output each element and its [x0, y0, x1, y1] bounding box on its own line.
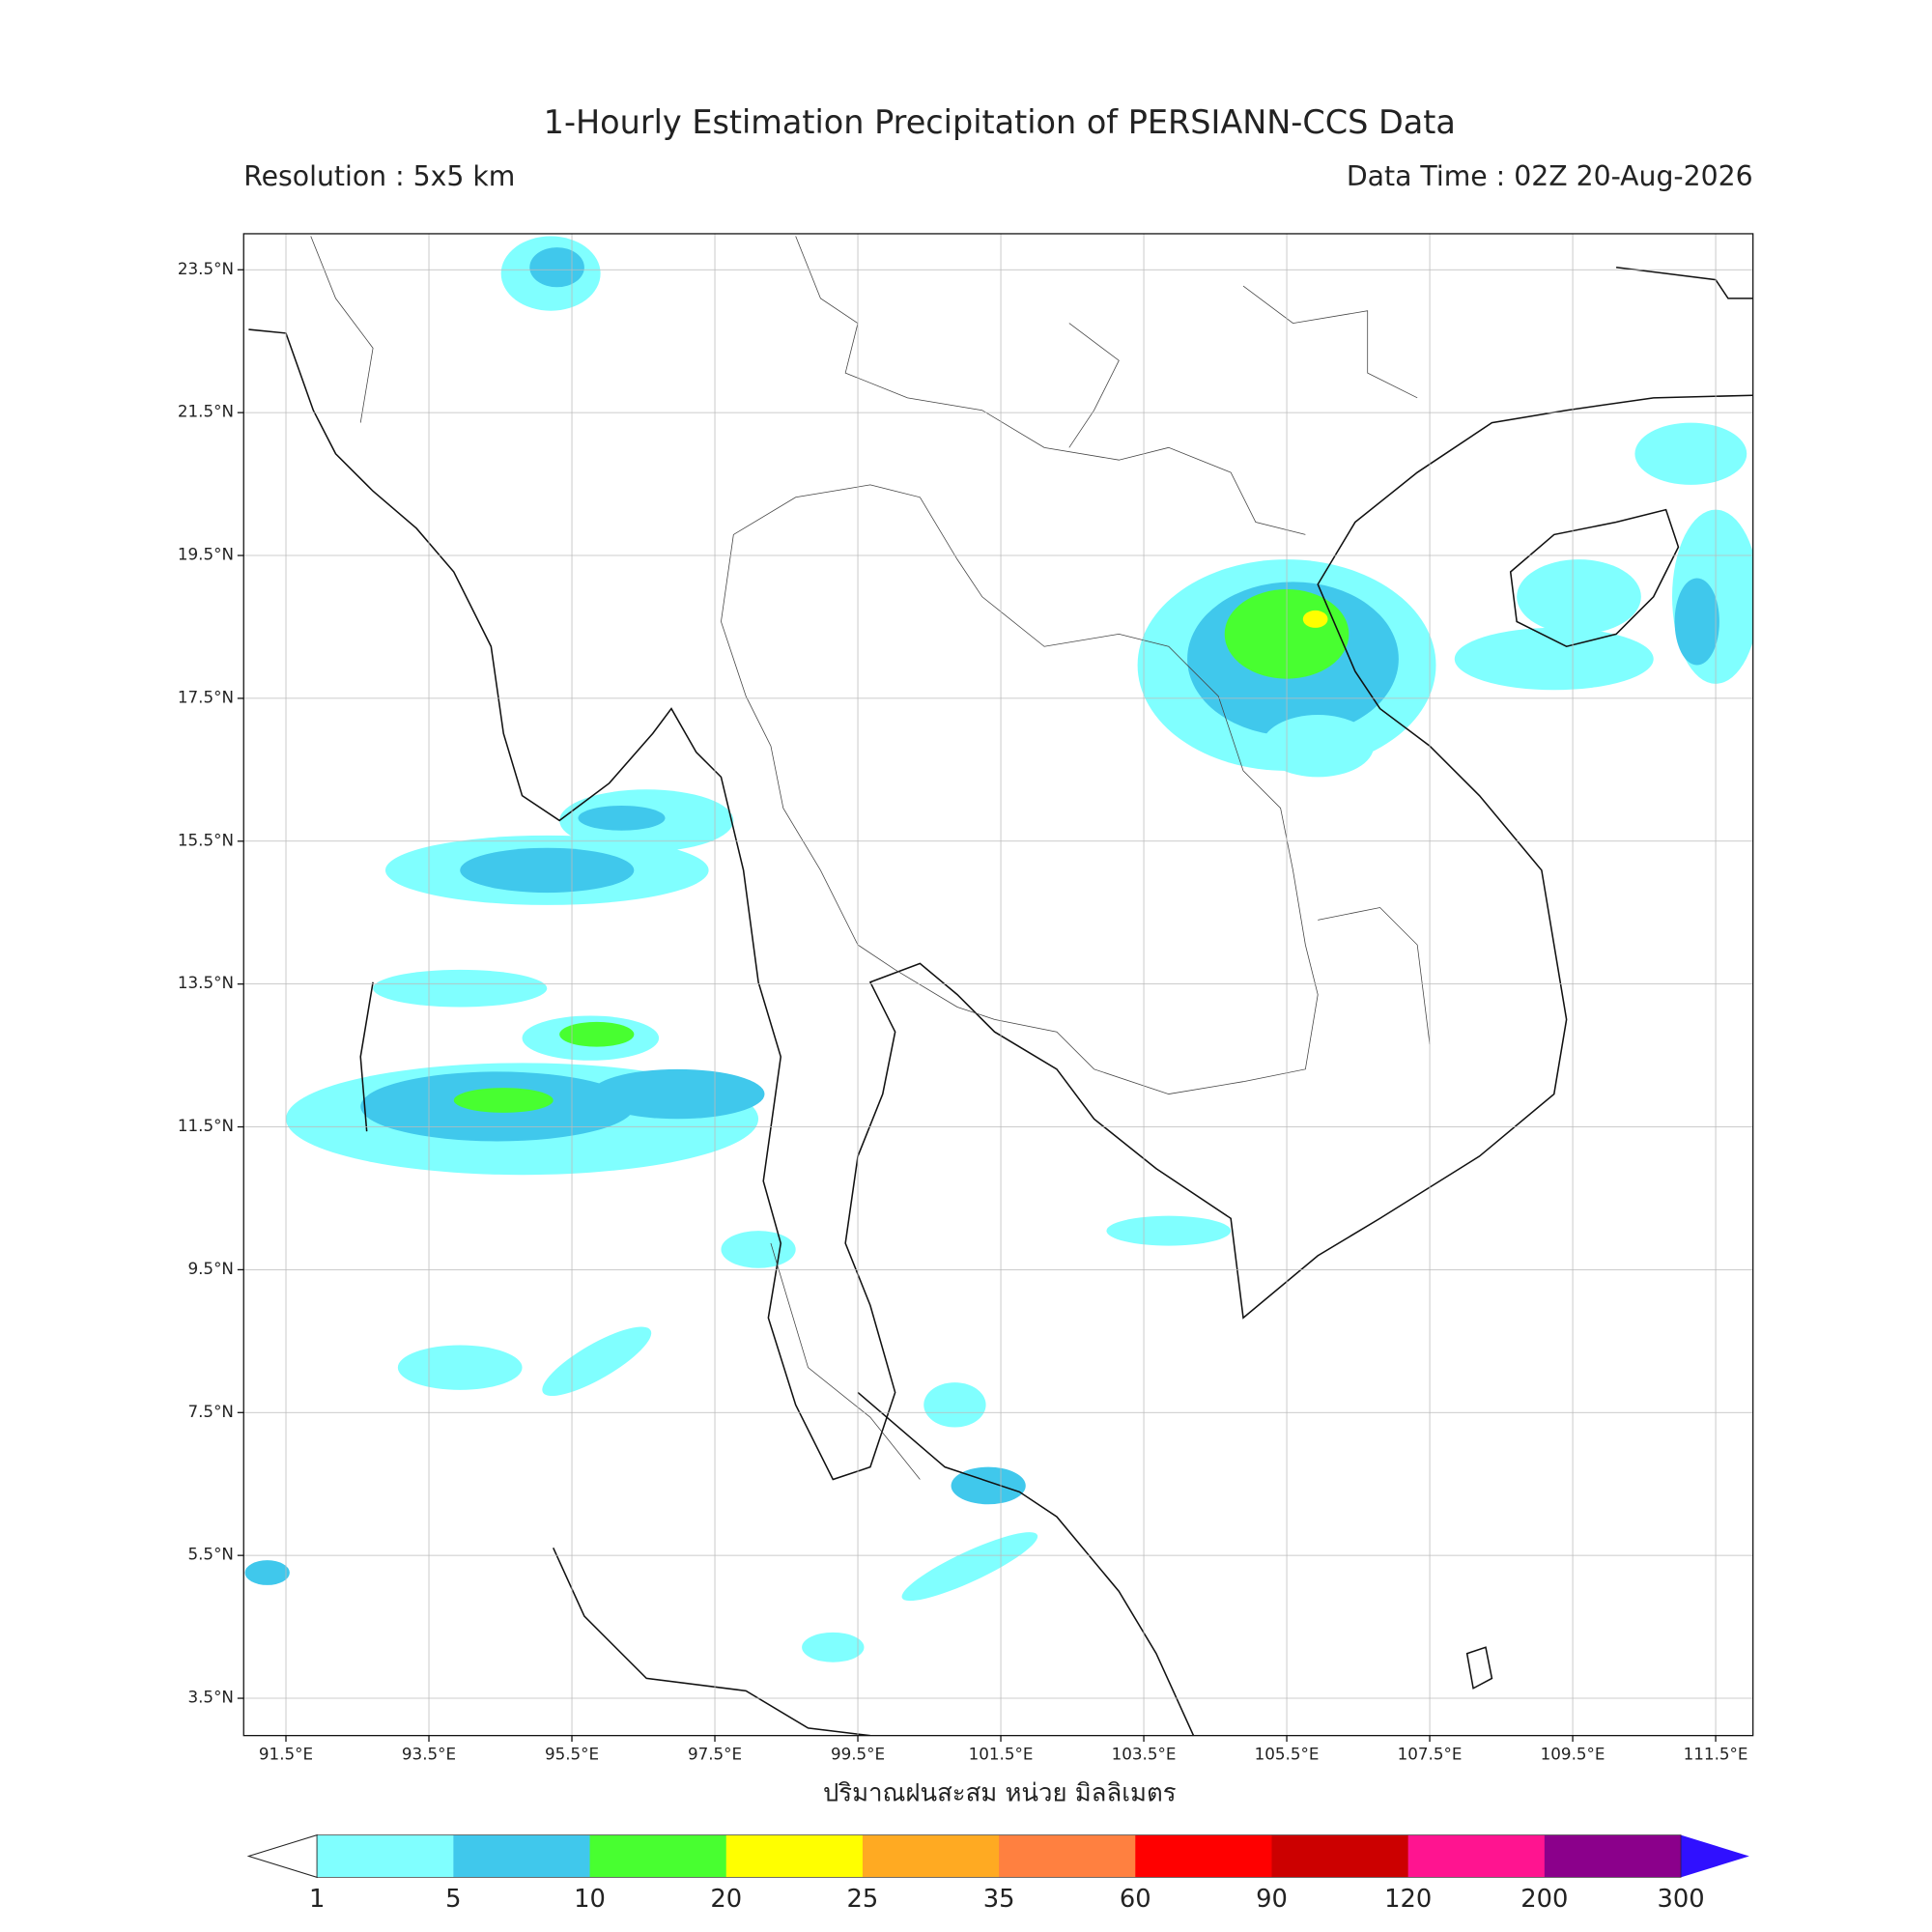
colorbar-segment: [1135, 1834, 1273, 1878]
colorbar-level: 25: [847, 1885, 879, 1914]
colorbar-segment: [1544, 1834, 1682, 1878]
colorbar-level: 1: [309, 1885, 325, 1914]
colorbar-level: 35: [983, 1885, 1015, 1914]
map-title: 1-Hourly Estimation Precipitation of PER…: [544, 103, 1456, 141]
graticule: [243, 233, 1753, 1736]
lon-label: 107.5°E: [1398, 1745, 1463, 1764]
lat-label: 11.5°N: [178, 1116, 234, 1135]
data-time: Data Time : 02Z 20-Aug-2026: [1347, 160, 1753, 192]
lon-label: 101.5°E: [969, 1745, 1034, 1764]
colorbar-level: 300: [1657, 1885, 1704, 1914]
borders: [310, 236, 1431, 1480]
lon-label: 105.5°E: [1255, 1745, 1320, 1764]
lat-label: 23.5°N: [178, 259, 234, 278]
lon-label: 103.5°E: [1112, 1745, 1177, 1764]
colorbar-segment: [589, 1834, 727, 1878]
lat-label: 5.5°N: [187, 1545, 233, 1564]
colorbar-segment: [1271, 1834, 1409, 1878]
lon-label: 95.5°E: [545, 1745, 599, 1764]
lon-label: 93.5°E: [402, 1745, 456, 1764]
colorbar-level: 5: [445, 1885, 461, 1914]
colorbar-level: 120: [1384, 1885, 1432, 1914]
lat-label: 15.5°N: [178, 830, 234, 849]
colorbar-level: 200: [1520, 1885, 1568, 1914]
lon-label: 111.5°E: [1684, 1745, 1748, 1764]
map-area: [243, 233, 1753, 1736]
lat-label: 13.5°N: [178, 973, 234, 992]
colorbar-level: 90: [1256, 1885, 1288, 1914]
resolution: Resolution : 5x5 km: [243, 160, 515, 192]
lon-label: 97.5°E: [688, 1745, 742, 1764]
colorbar-over: [1681, 1834, 1749, 1878]
colorbar-level: 10: [574, 1885, 606, 1914]
lat-label: 17.5°N: [178, 687, 234, 706]
lat-label: 9.5°N: [187, 1259, 233, 1278]
colorbar-segment: [725, 1834, 864, 1878]
colorbar-label: ปริมาณฝนสะสม หน่วย มิลลิเมตร: [823, 1779, 1177, 1808]
lon-label: 91.5°E: [259, 1745, 313, 1764]
colorbar-under: [246, 1833, 318, 1879]
colorbar-level: 20: [710, 1885, 742, 1914]
lon-label: 109.5°E: [1541, 1745, 1605, 1764]
colorbar-frame: [316, 1834, 1682, 1878]
colorbar-segment: [453, 1834, 591, 1878]
colorbar-segment: [317, 1834, 455, 1878]
colorbar: 1 5 10 20 25 35 60 90 120 200 300: [246, 1833, 1749, 1914]
colorbar-segment: [1407, 1834, 1546, 1878]
lat-label: 3.5°N: [187, 1688, 233, 1707]
lat-label: 21.5°N: [178, 402, 234, 421]
colorbar-segment: [862, 1834, 1000, 1878]
coastlines: [248, 266, 1753, 1736]
lon-label: 99.5°E: [831, 1745, 885, 1764]
colorbar-level: 60: [1120, 1885, 1151, 1914]
precipitation: [244, 236, 1753, 1662]
lat-label: 19.5°N: [178, 545, 234, 564]
lat-label: 7.5°N: [187, 1402, 233, 1421]
colorbar-segment: [999, 1834, 1136, 1878]
